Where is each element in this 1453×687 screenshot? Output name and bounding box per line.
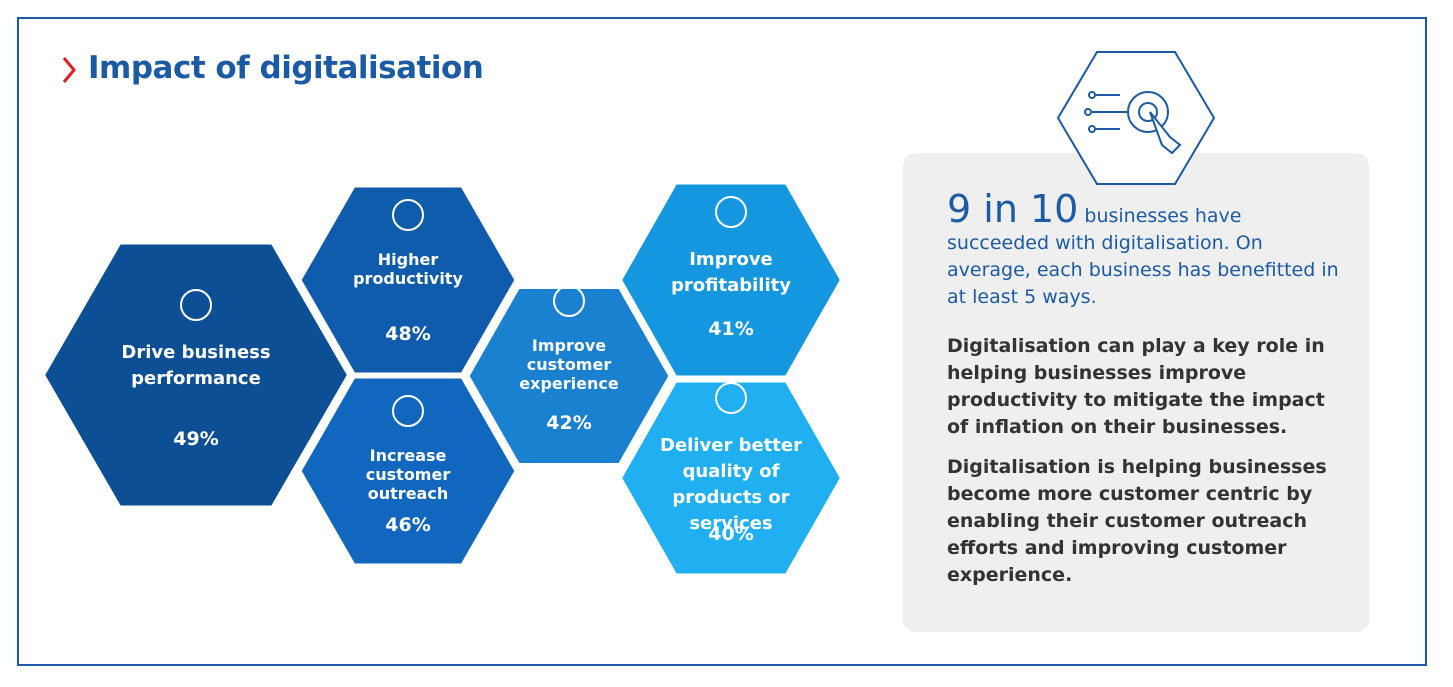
icon	[180, 289, 212, 321]
paragraph: Digitalisation is helping businesses bec…	[947, 456, 1327, 586]
icon	[553, 285, 585, 317]
hex-value: 46%	[385, 514, 431, 536]
panel	[903, 153, 1369, 632]
hexagon	[618, 379, 844, 577]
hex-label: Improve profitability	[671, 249, 791, 296]
highlight: 9 in 10	[947, 187, 1079, 231]
paragraph: Digitalisation can play a key role in he…	[947, 335, 1325, 438]
hex-label: Improve customer experience	[519, 336, 619, 393]
hex-label: Increase customer outreach	[365, 446, 451, 503]
hexagon	[618, 181, 844, 379]
lead: 9 in 10 businesses have succeeded with d…	[947, 190, 1347, 311]
hex-value: 40%	[708, 523, 754, 545]
hexagon	[298, 375, 518, 567]
hex-label: Deliver better quality of products or se…	[660, 435, 802, 534]
hex-label: Drive business performance	[121, 342, 271, 389]
hex-value: 42%	[546, 412, 592, 434]
icon	[392, 395, 424, 427]
frame	[17, 17, 1427, 666]
hex-value: 48%	[385, 323, 431, 345]
icon	[392, 199, 424, 231]
hex-label: Higher productivity	[353, 250, 463, 288]
chevron	[62, 57, 76, 83]
hex-value: 41%	[708, 318, 754, 340]
lead-text: businesses have succeeded with digitalis…	[947, 205, 1339, 308]
icon	[715, 382, 747, 414]
icon	[715, 196, 747, 228]
hex-grid	[41, 181, 844, 577]
hex-value: 49%	[173, 428, 219, 450]
hexagon	[41, 241, 351, 509]
hexagon	[298, 184, 518, 376]
hexagon	[466, 286, 672, 466]
title: Impact of digitalisation	[88, 50, 484, 86]
